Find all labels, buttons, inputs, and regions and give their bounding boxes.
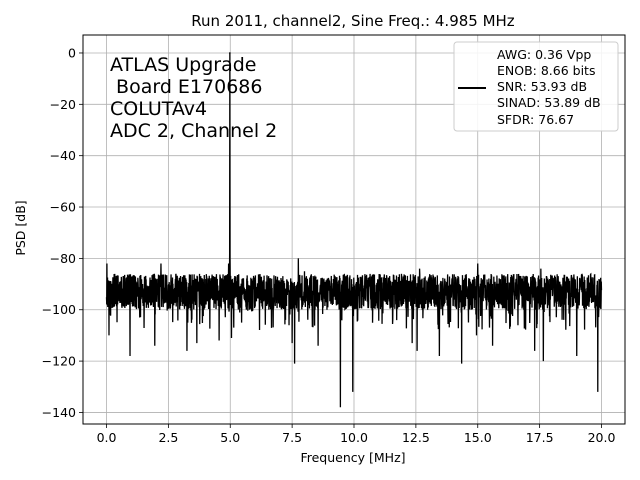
x-axis-label: Frequency [MHz] [300,450,405,465]
annotation-line: COLUTAv4 [110,98,207,120]
legend-entry: SINAD: 53.89 dB [497,95,601,110]
psd-line [105,52,603,408]
x-tick-label: 5.0 [220,430,240,445]
annotation-line: Board E170686 [110,76,262,98]
x-tick-label: 15.0 [464,430,492,445]
y-tick-label: −80 [50,251,76,266]
y-tick-label: −60 [50,200,76,215]
chart-title: Run 2011, channel2, Sine Freq.: 4.985 MH… [191,12,515,30]
annotation-line: ATLAS Upgrade [110,54,256,76]
y-tick-label: −140 [42,405,76,420]
y-axis-label: PSD [dB] [13,200,28,255]
signal-peak-point [229,52,231,54]
legend-box [453,41,619,132]
y-tick-label: −100 [42,302,76,317]
x-tick-label: 7.5 [282,430,302,445]
y-tick-label: −120 [42,354,76,369]
x-tick-label: 20.0 [588,430,616,445]
y-tick-label: −20 [50,97,76,112]
y-axis-ticks: 0 −20 −40 −60 −80 −100 −120 −140 [42,45,83,420]
legend-entry: ENOB: 8.66 bits [497,63,595,78]
legend: AWG: 0.36 Vpp ENOB: 8.66 bits SNR: 53.93… [453,41,619,132]
legend-entry: AWG: 0.36 Vpp [497,47,591,62]
x-tick-label: 0.0 [97,430,117,445]
annotation-line: ADC 2, Channel 2 [110,120,277,142]
y-tick-label: −40 [50,148,76,163]
psd-series [105,52,603,408]
board-annotation: ATLAS Upgrade Board E170686 COLUTAv4 ADC… [110,54,277,142]
x-tick-label: 12.5 [402,430,430,445]
x-tick-label: 17.5 [526,430,554,445]
y-tick-label: 0 [68,45,76,60]
x-tick-label: 10.0 [340,430,368,445]
legend-entry: SFDR: 76.67 [497,112,574,127]
x-axis-ticks: 0.0 2.5 5.0 7.5 10.0 12.5 15.0 17.5 20.0 [97,424,616,445]
legend-entry: SNR: 53.93 dB [497,79,587,94]
x-tick-label: 2.5 [158,430,178,445]
